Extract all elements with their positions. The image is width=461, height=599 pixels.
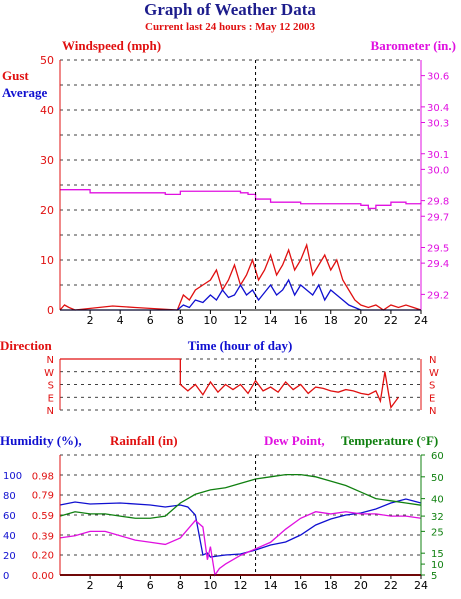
humidity-tick-label: 100 xyxy=(3,471,22,482)
direction-tick-label: N xyxy=(47,406,54,417)
x-tick-label: 12 xyxy=(234,314,248,327)
dew-point-line xyxy=(59,511,422,577)
x-tick-label: 4 xyxy=(117,579,124,592)
x-tick-label: 18 xyxy=(324,314,338,327)
x-tick-label: 22 xyxy=(384,579,398,592)
x-tick-label: 8 xyxy=(177,314,184,327)
x-tick-label: 6 xyxy=(147,314,154,327)
x-tick-label: 20 xyxy=(354,579,368,592)
windspeed-axis-label: Windspeed (mph) xyxy=(62,38,161,53)
wind-tick-label: 20 xyxy=(40,204,54,217)
gust-line xyxy=(59,242,422,311)
temperature-tick-label: 15 xyxy=(431,549,444,560)
humidity-tick-label: 80 xyxy=(3,491,16,502)
x-tick-label: 10 xyxy=(203,314,217,327)
rainfall-tick-label: 0.98 xyxy=(32,471,54,482)
temperature-tick-label: 32 xyxy=(431,512,444,523)
barometer-tick-label: 30.0 xyxy=(427,165,449,176)
direction-tick-label: W xyxy=(429,368,439,379)
temperature-tick-label: 50 xyxy=(431,473,444,484)
rainfall-axis-label: Rainfall (in) xyxy=(110,433,178,448)
humidity-axis-label: Humidity (%), xyxy=(0,433,82,448)
rainfall-tick-label: 0.79 xyxy=(32,491,54,502)
wind-tick-label: 50 xyxy=(40,54,54,67)
humidity-tick-label: 20 xyxy=(3,551,16,562)
chart-title: Graph of Weather Data xyxy=(144,0,316,19)
rainfall-tick-label: 0.59 xyxy=(32,511,54,522)
x-tick-label: 6 xyxy=(147,579,154,592)
wind-tick-label: 0 xyxy=(47,304,54,317)
barometer-axis-label: Barometer (in.) xyxy=(371,38,456,53)
barometer-tick-label: 29.7 xyxy=(427,212,449,223)
x-tick-label: 20 xyxy=(354,314,368,327)
x-tick-label: 4 xyxy=(117,314,124,327)
x-tick-label: 14 xyxy=(264,579,278,592)
barometer-tick-label: 29.8 xyxy=(427,197,449,208)
x-tick-label: 16 xyxy=(294,314,308,327)
direction-axis-label: Direction xyxy=(0,338,53,353)
x-tick-label: 18 xyxy=(324,579,338,592)
x-tick-label: 24 xyxy=(414,579,428,592)
humidity-line xyxy=(59,498,422,558)
x-tick-label: 14 xyxy=(264,314,278,327)
x-tick-label: 2 xyxy=(87,314,94,327)
temperature-axis-label: Temperature (°F) xyxy=(341,433,438,448)
direction-tick-label: N xyxy=(429,406,436,417)
average-line xyxy=(60,278,421,311)
x-tick-label: 12 xyxy=(234,579,248,592)
time-axis-label: Time (hour of day) xyxy=(188,338,293,353)
direction-tick-label: N xyxy=(47,355,54,366)
wind-tick-label: 40 xyxy=(40,104,54,117)
barometer-tick-label: 30.1 xyxy=(427,150,449,161)
temperature-line xyxy=(59,473,422,519)
average-legend: Average xyxy=(2,85,47,100)
barometer-tick-label: 30.3 xyxy=(427,119,449,130)
gust-legend: Gust xyxy=(2,68,29,83)
wind-tick-label: 30 xyxy=(40,154,54,167)
temperature-tick-label: 25 xyxy=(431,527,444,538)
temperature-tick-label: 10 xyxy=(431,560,444,571)
temperature-tick-label: 5 xyxy=(431,571,437,582)
direction-tick-label: E xyxy=(48,393,54,404)
humidity-tick-label: 40 xyxy=(3,531,16,542)
rainfall-tick-label: 0.00 xyxy=(32,571,54,582)
barometer-tick-label: 30.4 xyxy=(427,103,449,114)
temperature-tick-label: 40 xyxy=(431,495,444,506)
x-tick-label: 24 xyxy=(414,314,428,327)
direction-tick-label: S xyxy=(429,381,435,392)
direction-line xyxy=(60,358,399,410)
barometer-tick-label: 29.2 xyxy=(427,290,449,301)
x-tick-label: 2 xyxy=(87,579,94,592)
x-tick-label: 22 xyxy=(384,314,398,327)
rainfall-tick-label: 0.20 xyxy=(32,551,54,562)
dewpoint-axis-label: Dew Point, xyxy=(264,433,325,448)
chart-marks: 0102030405029.229.429.529.729.830.030.13… xyxy=(3,54,449,592)
barometer-tick-label: 29.5 xyxy=(427,244,449,255)
x-tick-label: 8 xyxy=(177,579,184,592)
direction-tick-label: S xyxy=(48,381,54,392)
humidity-tick-label: 60 xyxy=(3,511,16,522)
direction-tick-label: W xyxy=(44,368,54,379)
temperature-tick-label: 60 xyxy=(431,451,444,462)
barometer-line xyxy=(60,189,422,210)
humidity-tick-label: 0 xyxy=(3,571,9,582)
direction-tick-label: E xyxy=(429,393,435,404)
chart-subtitle: Current last 24 hours : May 12 2003 xyxy=(145,21,315,33)
rainfall-tick-label: 0.39 xyxy=(32,531,54,542)
direction-tick-label: N xyxy=(429,355,436,366)
barometer-tick-label: 29.4 xyxy=(427,259,449,270)
x-tick-label: 10 xyxy=(203,579,217,592)
barometer-tick-label: 30.6 xyxy=(427,72,449,83)
wind-tick-label: 10 xyxy=(40,254,54,267)
x-tick-label: 16 xyxy=(294,579,308,592)
